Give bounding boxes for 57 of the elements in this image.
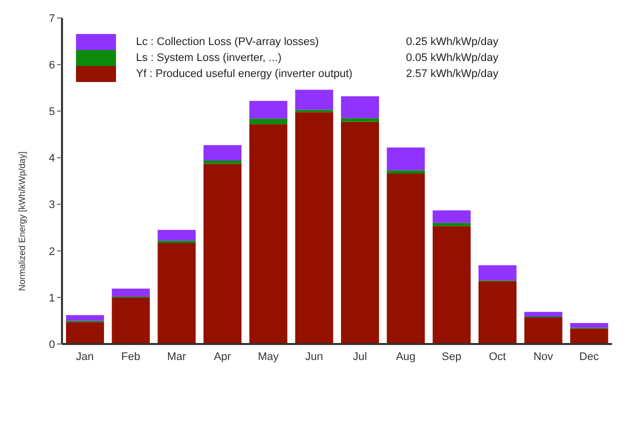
bar xyxy=(204,164,242,344)
x-tick-label: Dec xyxy=(579,350,600,363)
x-tick-label: Oct xyxy=(488,350,506,363)
bar xyxy=(524,312,562,317)
x-tick-label: Jul xyxy=(352,350,367,363)
x-tick-label: Jan xyxy=(76,350,94,363)
bar xyxy=(295,90,334,110)
annotation: 2.57 kWh/kWp/day xyxy=(406,68,498,80)
bar xyxy=(341,96,379,118)
bar xyxy=(570,323,608,328)
bar xyxy=(158,242,196,344)
bar xyxy=(432,226,471,344)
x-tick-label: Sep xyxy=(442,350,462,363)
annotation: 0.25 kWh/kWp/day xyxy=(406,36,498,48)
bar xyxy=(249,100,288,119)
bar xyxy=(524,317,562,344)
x-tick-label: May xyxy=(258,350,280,363)
legend-label: Lc : Collection Loss (PV-array losses) xyxy=(136,36,320,48)
x-tick-label: Aug xyxy=(396,350,416,363)
legend-label: Ls : System Loss (inverter, ...) xyxy=(136,52,282,64)
bar xyxy=(341,118,379,122)
bar xyxy=(386,174,425,344)
bar xyxy=(204,145,242,161)
legend-label: Yf : Produced useful energy (inverter output) xyxy=(136,68,354,80)
bar xyxy=(66,315,104,321)
bar xyxy=(386,147,425,170)
bar xyxy=(478,281,516,344)
bar xyxy=(249,124,288,344)
y-tick-label: 7 xyxy=(48,12,55,25)
bar xyxy=(249,118,288,124)
bar xyxy=(386,170,425,174)
bar xyxy=(478,265,516,280)
y-tick-label: 1 xyxy=(48,292,55,304)
y-tick-label: 6 xyxy=(48,59,55,72)
bar xyxy=(158,230,196,241)
bar xyxy=(66,322,104,344)
bar xyxy=(341,122,379,344)
y-tick-label: 3 xyxy=(48,199,55,212)
y-tick-label: 4 xyxy=(48,152,55,165)
bar xyxy=(204,160,242,164)
x-tick-label: Apr xyxy=(214,350,232,363)
bar xyxy=(570,328,608,344)
y-axis-title: Normalized Energy [kWh/kWp/day] xyxy=(17,151,28,291)
bar xyxy=(295,110,334,112)
y-tick-label: 5 xyxy=(48,106,55,118)
bar xyxy=(295,112,334,344)
x-tick-label: Feb xyxy=(121,350,140,363)
y-tick-label: 2 xyxy=(48,246,55,258)
bar xyxy=(112,288,150,296)
x-tick-label: Mar xyxy=(167,350,186,363)
annotation: 0.05 kWh/kWp/day xyxy=(406,52,498,64)
y-tick-label: 0 xyxy=(48,338,55,351)
bar xyxy=(112,297,150,344)
bar xyxy=(432,210,471,223)
bar xyxy=(432,222,471,226)
x-tick-label: Nov xyxy=(533,350,554,363)
x-tick-label: Jun xyxy=(305,350,323,363)
